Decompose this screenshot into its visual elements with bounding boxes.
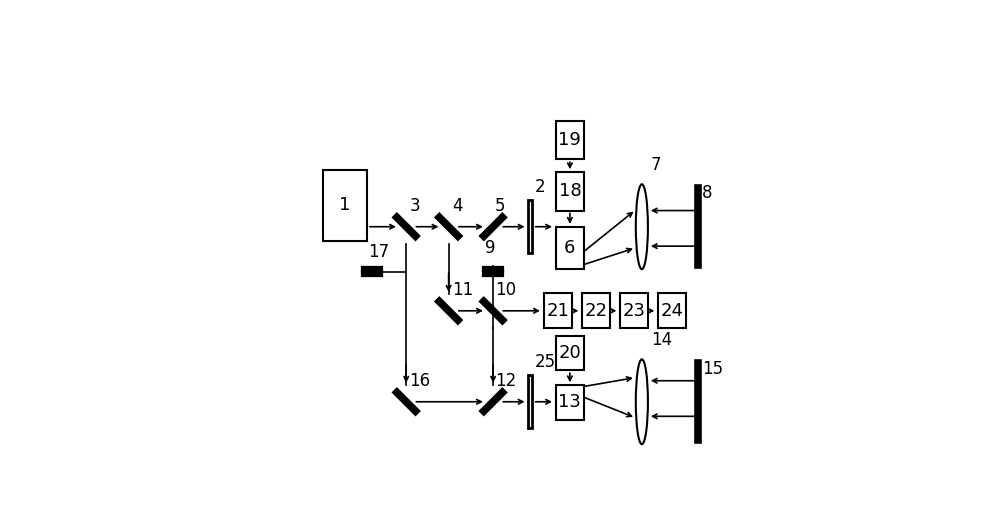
Ellipse shape (636, 359, 648, 444)
FancyBboxPatch shape (556, 336, 584, 370)
Text: 8: 8 (702, 184, 712, 203)
FancyBboxPatch shape (556, 385, 584, 419)
Text: 10: 10 (495, 281, 516, 299)
Text: 15: 15 (702, 360, 723, 377)
FancyBboxPatch shape (528, 375, 532, 428)
Text: 25: 25 (535, 353, 556, 372)
Text: 24: 24 (660, 301, 683, 320)
FancyBboxPatch shape (658, 293, 686, 328)
Text: 11: 11 (452, 281, 473, 299)
FancyBboxPatch shape (556, 172, 584, 211)
Text: 5: 5 (495, 197, 506, 215)
FancyBboxPatch shape (528, 201, 532, 253)
FancyBboxPatch shape (582, 293, 610, 328)
Text: 4: 4 (452, 197, 462, 215)
Text: 12: 12 (495, 372, 516, 391)
Text: 6: 6 (564, 239, 576, 257)
Text: 18: 18 (559, 182, 581, 201)
FancyBboxPatch shape (620, 293, 648, 328)
Text: 13: 13 (558, 393, 581, 412)
Text: 2: 2 (535, 178, 546, 196)
Text: 22: 22 (584, 301, 607, 320)
Text: 16: 16 (409, 372, 431, 391)
Text: 21: 21 (546, 301, 569, 320)
Text: 17: 17 (368, 244, 389, 261)
Text: 14: 14 (651, 331, 672, 349)
FancyBboxPatch shape (556, 121, 584, 159)
Ellipse shape (636, 184, 648, 269)
Text: 3: 3 (409, 197, 420, 215)
FancyBboxPatch shape (323, 170, 367, 241)
Text: 20: 20 (559, 344, 581, 362)
FancyBboxPatch shape (556, 227, 584, 269)
Text: 23: 23 (622, 301, 645, 320)
Text: 7: 7 (651, 156, 661, 174)
Text: 1: 1 (339, 196, 351, 215)
Text: 9: 9 (485, 239, 496, 257)
Text: 19: 19 (558, 131, 581, 149)
FancyBboxPatch shape (544, 293, 572, 328)
